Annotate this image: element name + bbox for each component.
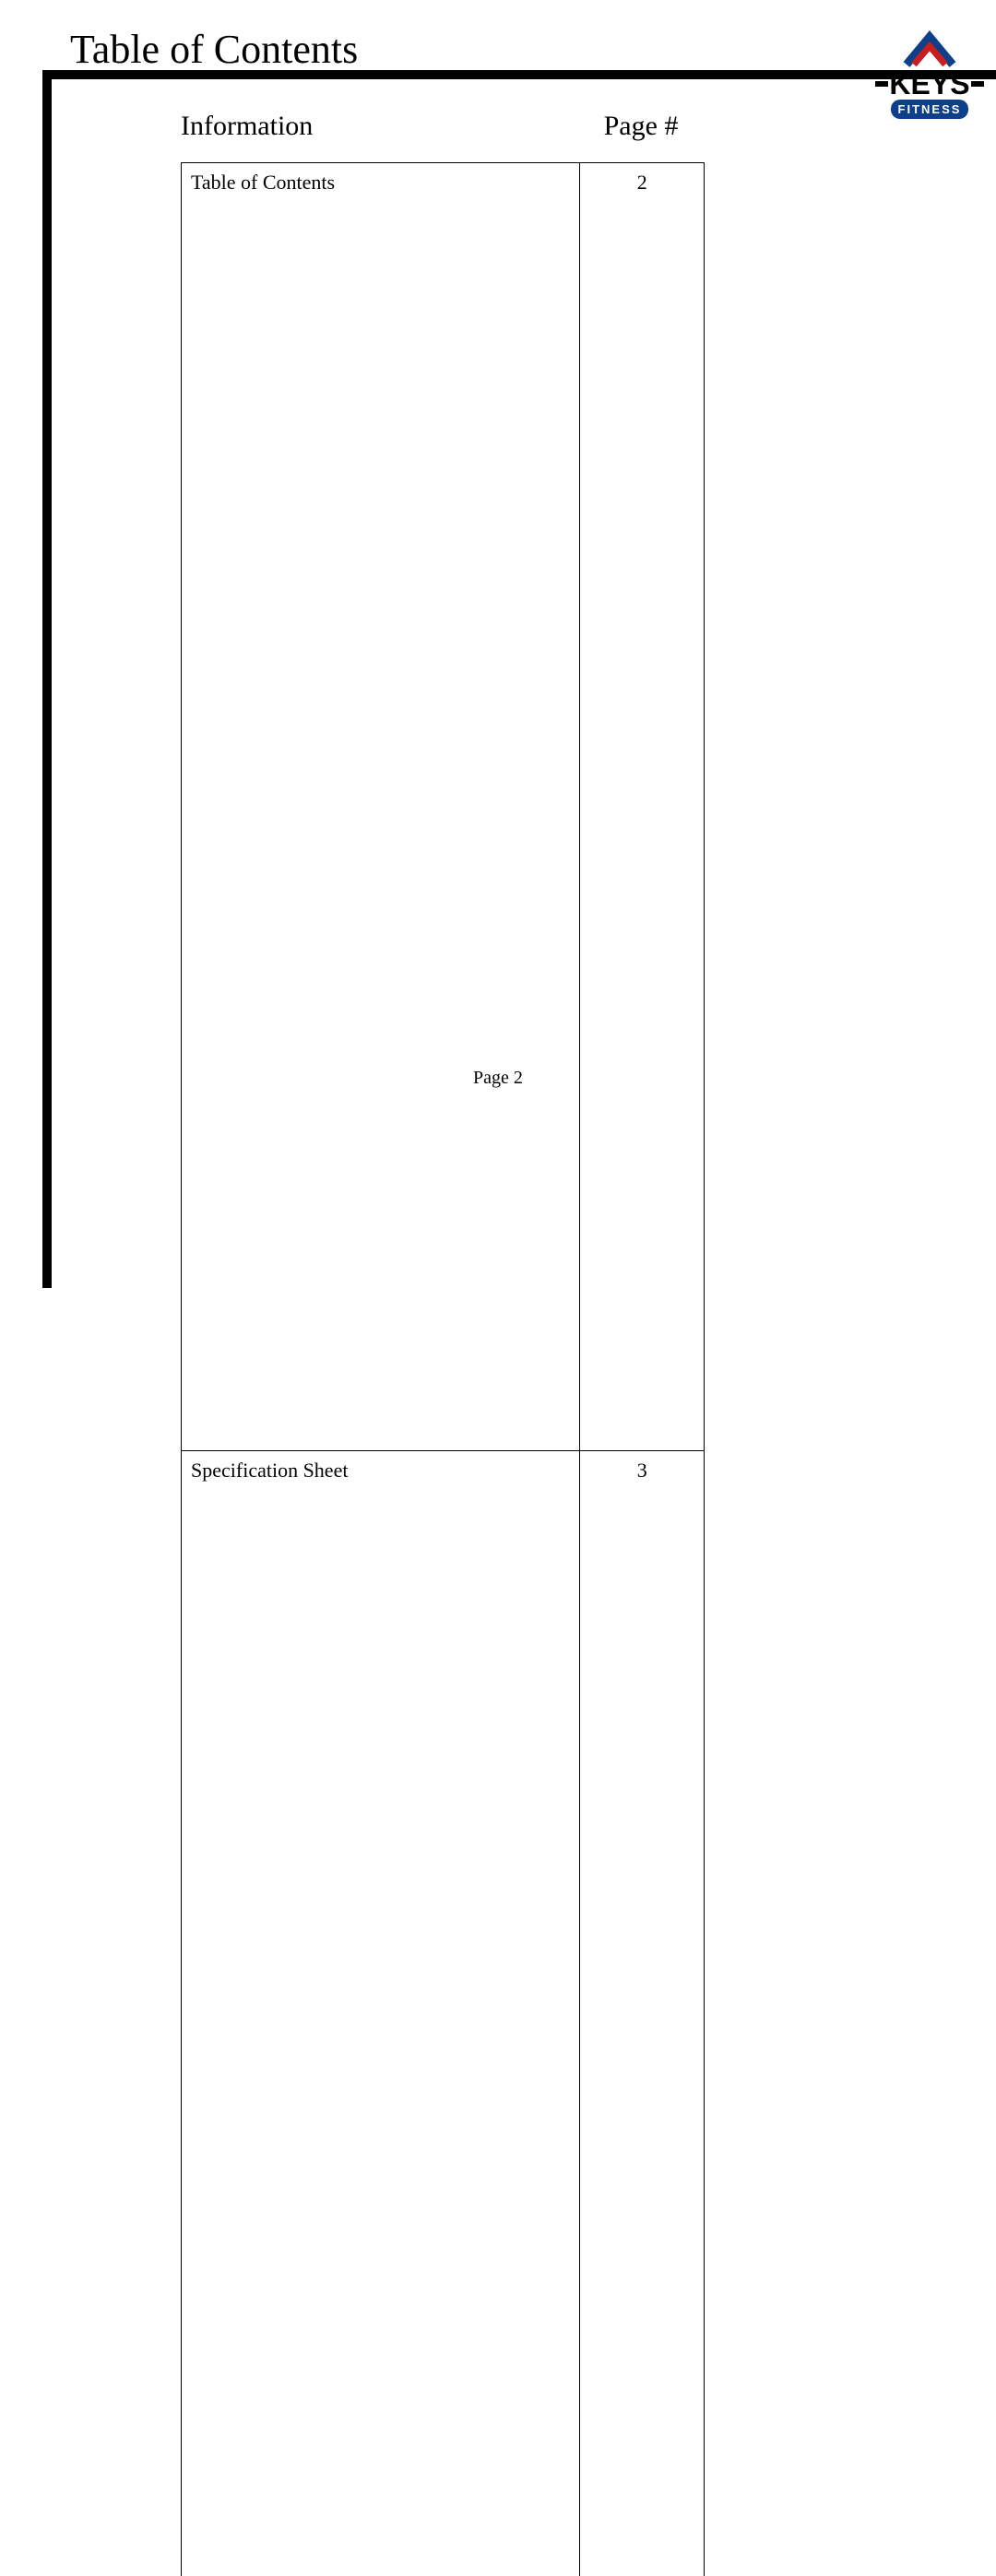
logo-chevron-icon [901, 28, 958, 70]
toc-table: Table of Contents2 Specification Sheet3 … [181, 162, 705, 2576]
logo: KEYS FITNESS [874, 28, 985, 119]
logo-sub: FITNESS [891, 100, 969, 119]
left-rule [42, 79, 52, 1288]
toc-page: 3 [580, 1451, 705, 2576]
page-title: Table of Contents [70, 26, 358, 73]
table-row: Table of Contents2 [182, 163, 705, 1451]
table-row: Specification Sheet3 [182, 1451, 705, 2576]
toc-page: 2 [580, 163, 705, 1451]
top-rule [42, 70, 996, 79]
toc-headers: Information Page # [181, 111, 705, 142]
logo-word-row: KEYS [874, 71, 985, 98]
page: Table of Contents KEYS FITNESS Informati… [0, 0, 996, 1288]
logo-dash-right [971, 81, 984, 87]
toc-label: Specification Sheet [182, 1451, 580, 2576]
logo-word: KEYS [889, 71, 969, 98]
toc-label: Table of Contents [182, 163, 580, 1451]
page-footer: Page 2 [0, 1068, 996, 1089]
logo-dash-left [875, 81, 888, 87]
toc-header-right: Page # [577, 111, 705, 142]
toc-header-left: Information [181, 111, 577, 142]
toc-body: Table of Contents2 Specification Sheet3 … [182, 163, 705, 2576]
